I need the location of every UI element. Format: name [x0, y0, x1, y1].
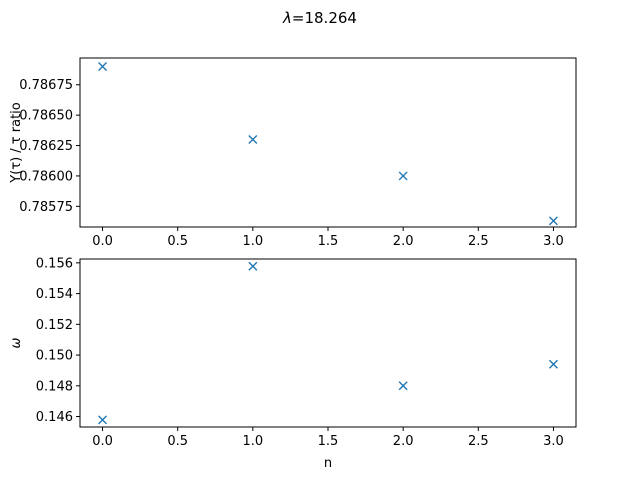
x-tick-label: 3.0: [543, 434, 564, 449]
data-point-marker: [98, 62, 108, 72]
y-axis-label: Y(τ) / τ ratio: [9, 102, 24, 184]
data-point-marker: [398, 381, 408, 391]
x-axis-label: n: [324, 456, 332, 471]
y-tick-label: 0.78675: [19, 78, 73, 93]
x-tick-label: 0.5: [167, 434, 188, 449]
y-tick-label: 0.78625: [19, 139, 73, 154]
y-tick-label: 0.78600: [19, 169, 73, 184]
x-tick-label: 1.5: [318, 234, 339, 249]
x-tick-label: 3.0: [543, 234, 564, 249]
data-point-marker: [398, 171, 408, 181]
figure-suptitle: λ=18.264: [282, 9, 357, 27]
y-tick-label: 0.154: [36, 287, 73, 302]
data-point-marker: [98, 415, 108, 425]
x-tick-label: 0.0: [92, 434, 113, 449]
bottom-subplot: 0.0 0.5 1.0 1.5 2.0 2.5 3.0 0.146 0.148 0.150 0.15…: [9, 256, 577, 471]
x-tick-label: 1.5: [318, 434, 339, 449]
y-tick-label: 0.146: [36, 410, 73, 425]
y-tick-label: 0.78575: [19, 200, 73, 215]
axes-frame: [79, 57, 577, 228]
x-tick-label: 0.0: [92, 234, 113, 249]
x-tick-label: 0.5: [167, 234, 188, 249]
suptitle-symbol: λ: [282, 9, 292, 27]
data-point-marker: [248, 134, 258, 144]
x-tick-label: 2.5: [468, 434, 489, 449]
x-tick-label: 2.5: [468, 234, 489, 249]
y-tick-label: 0.152: [36, 318, 73, 333]
data-point-marker: [548, 359, 558, 369]
x-tick-label: 1.0: [243, 434, 264, 449]
axes-frame: [79, 258, 577, 428]
y-axis-label: ω: [9, 337, 24, 348]
x-tick-label: 1.0: [243, 234, 264, 249]
y-tick-label: 0.156: [36, 256, 73, 271]
top-subplot: 0.0 0.5 1.0 1.5 2.0 2.5 3.0 0.78575 0.78600 0.786…: [9, 57, 577, 249]
x-tick-label: 2.0: [393, 434, 414, 449]
y-tick-label: 0.150: [36, 349, 73, 364]
data-point-marker: [548, 216, 558, 226]
y-tick-label: 0.148: [36, 379, 73, 394]
data-point-marker: [248, 261, 258, 271]
x-tick-label: 2.0: [393, 234, 414, 249]
suptitle-value: =18.264: [292, 9, 357, 27]
y-tick-label: 0.78650: [19, 109, 73, 124]
